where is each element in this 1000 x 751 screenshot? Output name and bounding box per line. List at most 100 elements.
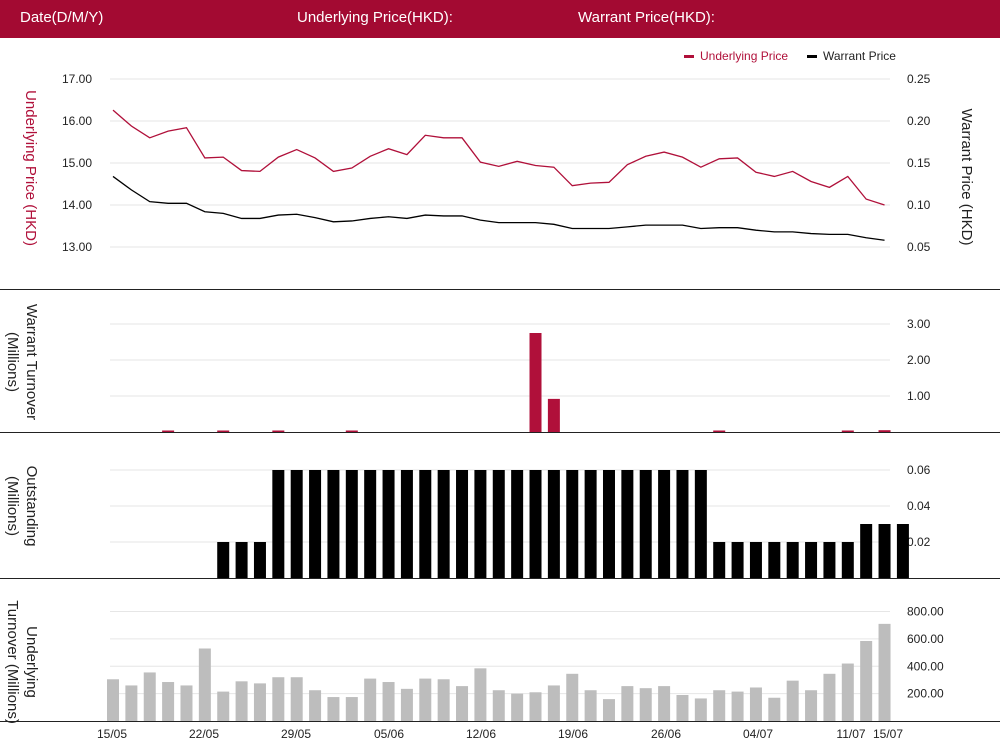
- y-tick-label: 2.00: [907, 353, 931, 367]
- outstanding-axis-label: Outstanding: [23, 466, 40, 547]
- outstanding-bar: [602, 470, 615, 578]
- x-tick-label: 05/06: [374, 727, 404, 741]
- outstanding-bar: [621, 470, 634, 578]
- outstanding-bar: [823, 542, 836, 578]
- underlying-turnover-bar: [529, 692, 542, 721]
- outstanding-bar: [474, 470, 487, 578]
- underlying-turnover-bar: [547, 685, 560, 721]
- underlying-turnover-bar: [841, 663, 854, 721]
- outstanding-bar: [658, 470, 671, 578]
- x-tick-label: 04/07: [743, 727, 773, 741]
- y-left-tick-label: 17.00: [62, 72, 92, 86]
- y-left-tick-label: 15.00: [62, 156, 92, 170]
- underlying-turnover-bar: [419, 678, 432, 721]
- x-tick-label: 26/06: [651, 727, 681, 741]
- y-right-tick-label: 0.10: [907, 198, 931, 212]
- outstanding-bar: [768, 542, 781, 578]
- y-tick-label: 200.00: [907, 687, 944, 701]
- underlying-turnover-bar: [566, 673, 579, 721]
- outstanding-bar: [547, 470, 560, 578]
- underlying-turnover-bar: [474, 668, 487, 721]
- underlying-turnover-bar: [198, 648, 211, 721]
- outstanding-bar: [805, 542, 818, 578]
- legend-underlying-swatch: [684, 55, 694, 58]
- warrant-turnover-bar: [878, 430, 891, 432]
- legend-underlying-label: Underlying Price: [700, 49, 788, 63]
- y-tick-label: 600.00: [907, 632, 944, 646]
- y-left-tick-label: 14.00: [62, 198, 92, 212]
- outstanding-bar: [566, 470, 579, 578]
- y-right-tick-label: 0.25: [907, 72, 931, 86]
- outstanding-bar: [345, 470, 358, 578]
- underlying-turnover-bar: [309, 690, 322, 721]
- y-left-tick-label: 13.00: [62, 240, 92, 254]
- underlying-turnover-bar: [290, 677, 303, 721]
- underlying-turnover-bar: [107, 679, 119, 721]
- warrant-turnover-bar: [529, 333, 542, 432]
- outstanding-bar: [584, 470, 597, 578]
- header-bar: Date(D/M/Y) Underlying Price(HKD): Warra…: [0, 0, 1000, 38]
- underlying-turnover-axis-label: Underlying: [23, 626, 40, 698]
- x-tick-label: 22/05: [189, 727, 219, 741]
- y-right-axis-label: Warrant Price (HKD): [958, 109, 975, 246]
- outstanding-bar: [786, 542, 799, 578]
- underlying-turnover-bar: [676, 695, 689, 721]
- underlying-turnover-bar: [749, 687, 762, 721]
- y-tick-label: 0.04: [907, 499, 931, 513]
- chart-canvas: 17.00 16.00 15.00 14.00 13.00 0.25 0.20 0.15 0.1…: [0, 49, 1000, 741]
- outstanding-bar: [896, 524, 909, 578]
- underlying-turnover-bar: [860, 640, 873, 721]
- outstanding-bar: [419, 470, 432, 578]
- underlying-turnover-bar: [511, 693, 524, 721]
- outstanding-bar: [272, 470, 285, 578]
- y-tick-label: 800.00: [907, 605, 944, 619]
- y-tick-label: 1.00: [907, 389, 931, 403]
- underlying-price-line: [112, 109, 885, 206]
- outstanding-bar: [841, 542, 854, 578]
- underlying-turnover-bar: [713, 690, 726, 721]
- underlying-turnover-bar: [235, 681, 248, 721]
- underlying-turnover-bar: [786, 680, 799, 721]
- y-tick-label: 400.00: [907, 659, 944, 673]
- warrant-turnover-bar: [345, 430, 358, 432]
- underlying-turnover-bar: [125, 685, 138, 721]
- warrant-turnover-bar: [272, 430, 285, 432]
- warrant-turnover-axis-label: Warrant Turnover: [23, 304, 40, 420]
- y-right-tick-label: 0.05: [907, 240, 931, 254]
- outstanding-bar: [309, 470, 322, 578]
- date-label: Date(D/M/Y): [20, 9, 104, 26]
- outstanding-bar: [676, 470, 689, 578]
- outstanding-bar: [456, 470, 469, 578]
- outstanding-bar: [860, 524, 873, 578]
- outstanding-axis-label-unit: (Millions): [4, 476, 21, 536]
- warrant-turnover-bar: [217, 430, 230, 432]
- outstanding-bar: [878, 524, 891, 578]
- outstanding-bar: [217, 542, 230, 578]
- underlying-turnover-axis-label-unit: Turnover (Millions): [4, 600, 21, 724]
- x-tick-label: 29/05: [281, 727, 311, 741]
- legend-warrant-label: Warrant Price: [823, 49, 896, 63]
- y-tick-label: 0.06: [907, 463, 931, 477]
- outstanding-bar: [749, 542, 762, 578]
- underlying-turnover-bar: [456, 686, 469, 721]
- y-right-tick-label: 0.15: [907, 156, 931, 170]
- outstanding-bar: [713, 542, 726, 578]
- warrant-turnover-bar: [841, 430, 854, 432]
- underlying-turnover-bar: [217, 691, 230, 721]
- underlying-turnover-bar: [602, 699, 615, 721]
- y-left-axis-label: Underlying Price (HKD): [22, 90, 39, 246]
- underlying-turnover-bar: [364, 678, 377, 721]
- underlying-turnover-bar: [180, 685, 193, 721]
- outstanding-bar: [235, 542, 248, 578]
- outstanding-bar: [253, 542, 266, 578]
- underlying-turnover-bar: [272, 677, 285, 721]
- y-right-tick-label: 0.20: [907, 114, 931, 128]
- outstanding-bar: [492, 470, 505, 578]
- outstanding-bar: [400, 470, 413, 578]
- x-tick-label: 12/06: [466, 727, 496, 741]
- x-tick-label: 19/06: [558, 727, 588, 741]
- underlying-turnover-bar: [658, 686, 671, 721]
- warrant-price-line: [112, 175, 885, 241]
- y-tick-label: 0.02: [907, 535, 931, 549]
- outstanding-bar: [437, 470, 450, 578]
